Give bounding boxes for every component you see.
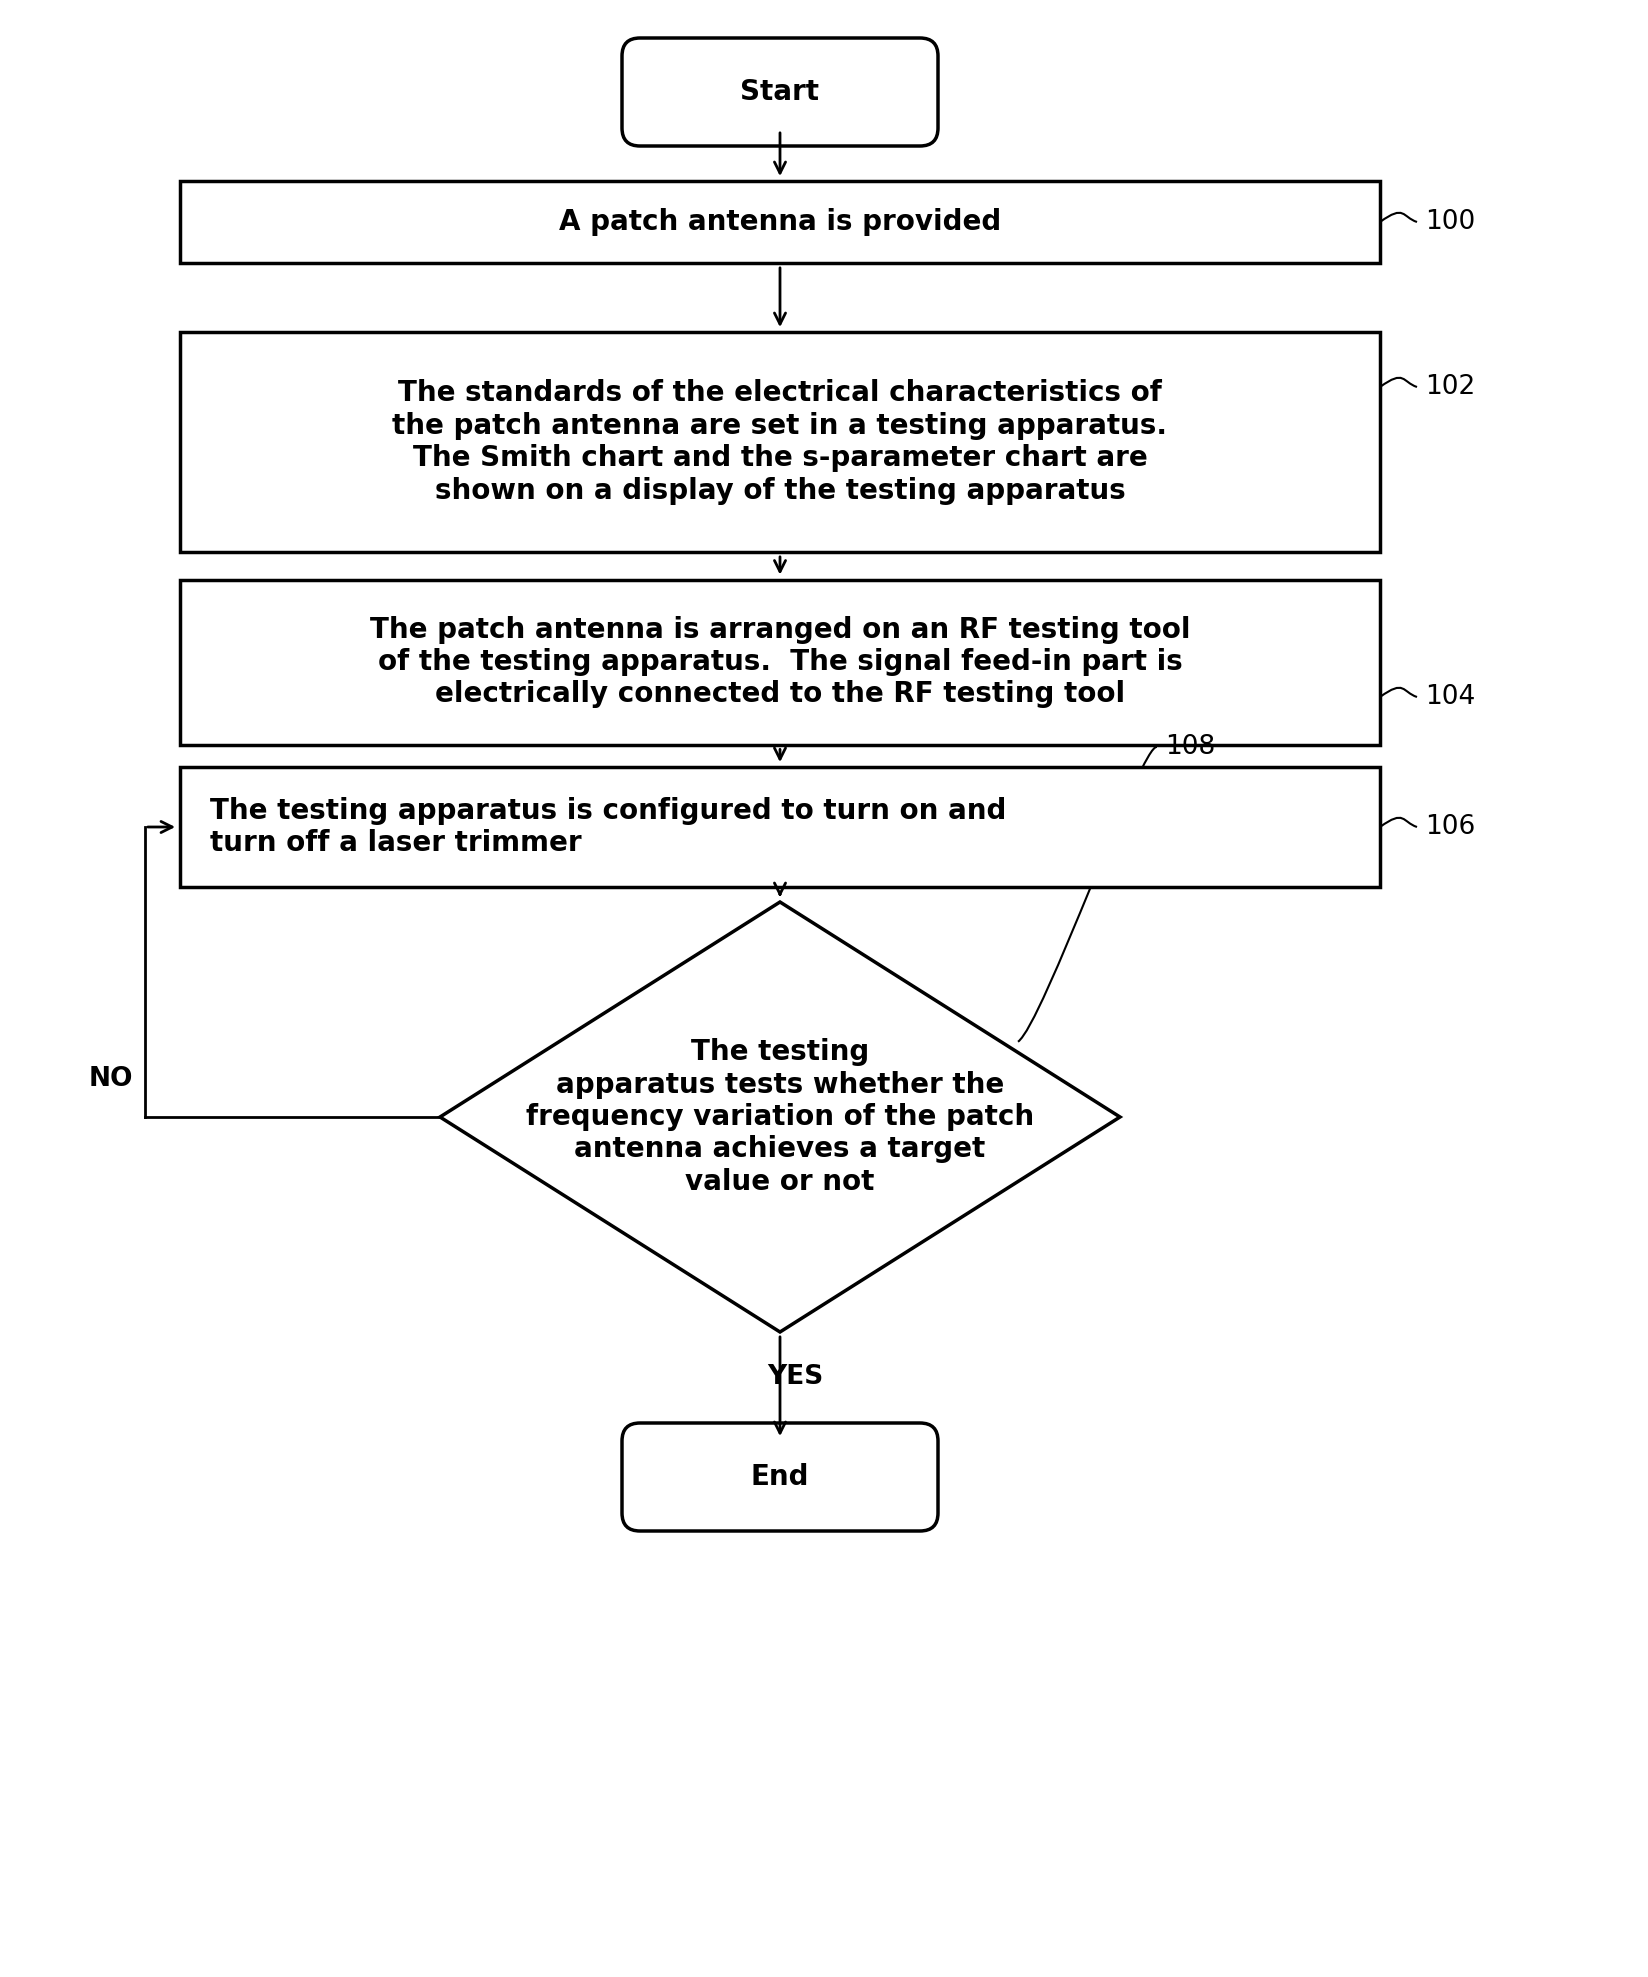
- Text: YES: YES: [766, 1364, 822, 1390]
- Text: NO: NO: [89, 1066, 133, 1091]
- Text: The standards of the electrical characteristics of
the patch antenna are set in : The standards of the electrical characte…: [392, 380, 1167, 504]
- Bar: [180, 182, 1379, 263]
- FancyBboxPatch shape: [621, 38, 938, 146]
- Bar: [180, 332, 1379, 552]
- FancyBboxPatch shape: [621, 1423, 938, 1530]
- Text: 102: 102: [1426, 374, 1475, 399]
- Text: The patch antenna is arranged on an RF testing tool
of the testing apparatus.  T: The patch antenna is arranged on an RF t…: [369, 615, 1190, 708]
- Text: End: End: [751, 1463, 809, 1491]
- Text: Start: Start: [740, 77, 819, 107]
- Bar: [180, 579, 1379, 745]
- Text: A patch antenna is provided: A patch antenna is provided: [559, 208, 1000, 235]
- Text: 106: 106: [1426, 815, 1475, 840]
- Polygon shape: [440, 902, 1121, 1332]
- Text: 100: 100: [1426, 210, 1475, 235]
- Text: The testing
apparatus tests whether the
frequency variation of the patch
antenna: The testing apparatus tests whether the …: [526, 1038, 1033, 1196]
- Text: 104: 104: [1426, 684, 1475, 710]
- Text: The testing apparatus is configured to turn on and
turn off a laser trimmer: The testing apparatus is configured to t…: [209, 797, 1007, 858]
- Bar: [180, 767, 1379, 888]
- Text: 108: 108: [1165, 733, 1215, 759]
